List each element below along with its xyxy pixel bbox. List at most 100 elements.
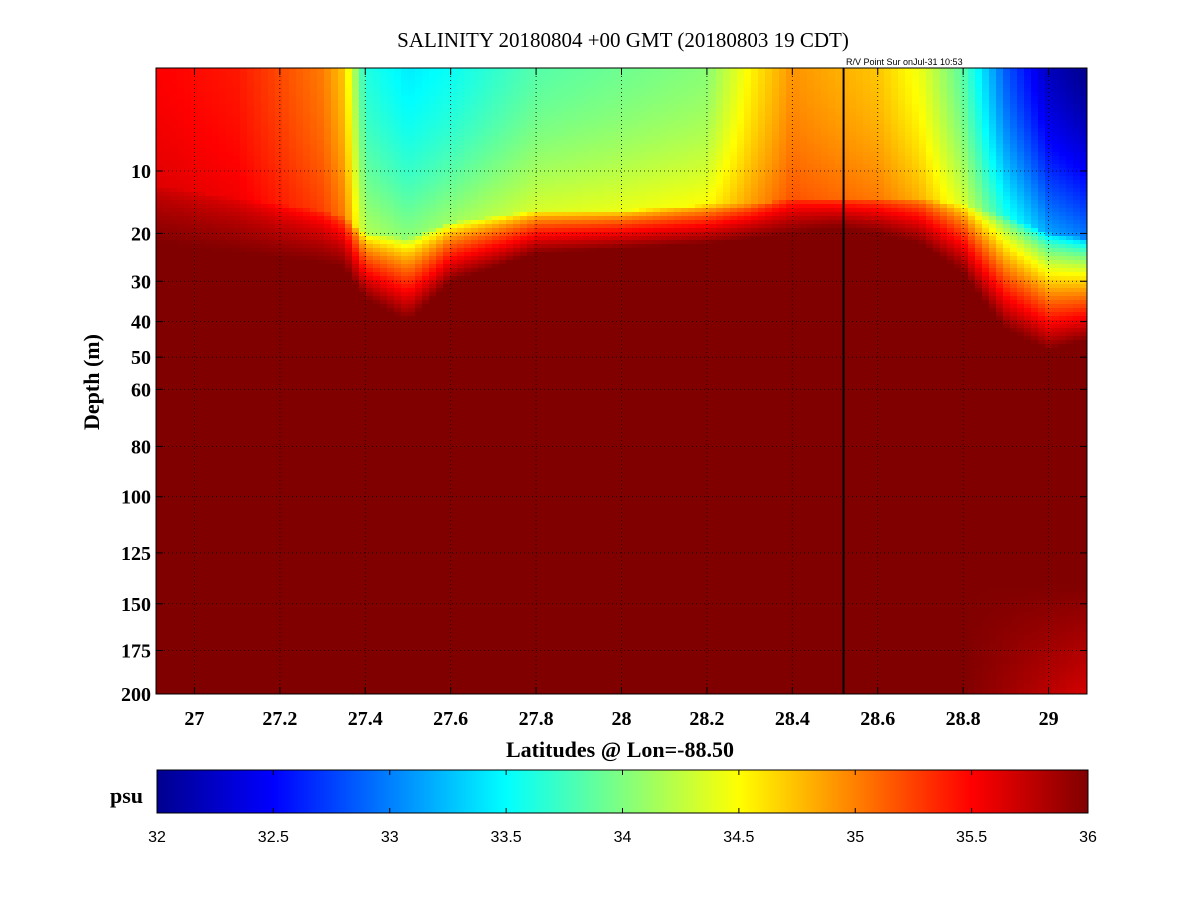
heatmap-cell (331, 208, 339, 213)
heatmap-cell (1010, 128, 1018, 133)
heatmap-cell (905, 188, 913, 193)
heatmap-cell (184, 164, 192, 169)
heatmap-cell (1080, 88, 1087, 93)
heatmap-cell (429, 204, 437, 209)
heatmap-cell (177, 192, 185, 197)
heatmap-cell (422, 124, 430, 129)
heatmap-cell (982, 148, 990, 153)
heatmap-cell (310, 188, 318, 193)
chart-title: SALINITY 20180804 +00 GMT (20180803 19 C… (397, 28, 849, 52)
heatmap-cell (443, 216, 451, 221)
heatmap-cell (737, 104, 745, 109)
heatmap-cell (310, 196, 318, 201)
heatmap-cell (352, 108, 360, 113)
heatmap-cell (870, 160, 878, 165)
heatmap-cell (989, 100, 997, 105)
heatmap-cell (401, 152, 409, 157)
heatmap-cell (898, 136, 906, 141)
heatmap-cell (877, 172, 885, 177)
heatmap-cell (968, 160, 976, 165)
heatmap-cell (359, 148, 367, 153)
heatmap-cell (870, 204, 878, 209)
heatmap-cell (1031, 120, 1039, 125)
heatmap-cell (471, 156, 479, 161)
heatmap-cell (751, 84, 759, 89)
heatmap-cell (793, 204, 801, 209)
heatmap-cell (856, 148, 864, 153)
heatmap-cell (296, 156, 304, 161)
heatmap-cell (373, 96, 381, 101)
heatmap-cell (989, 204, 997, 209)
heatmap-cell (233, 88, 241, 93)
heatmap-cell (163, 112, 171, 117)
heatmap-cell (786, 136, 794, 141)
heatmap-cell (702, 180, 710, 185)
heatmap-cell (408, 96, 416, 101)
heatmap-cell (485, 204, 493, 209)
heatmap-cell (702, 200, 710, 205)
heatmap-cell (408, 184, 416, 189)
heatmap-cell (646, 108, 654, 113)
heatmap-cell (450, 168, 458, 173)
heatmap-cell (177, 116, 185, 121)
heatmap-cell (807, 116, 815, 121)
heatmap-cell (198, 216, 206, 221)
heatmap-cell (331, 152, 339, 157)
heatmap-cell (891, 212, 899, 217)
heatmap-cell (597, 96, 605, 101)
heatmap-cell (450, 216, 458, 221)
heatmap-cell (457, 72, 465, 77)
heatmap-cell (303, 116, 311, 121)
heatmap-cell (870, 132, 878, 137)
heatmap-cell (240, 184, 248, 189)
heatmap-cell (345, 164, 353, 169)
heatmap-cell (373, 200, 381, 205)
heatmap-cell (744, 196, 752, 201)
heatmap-cell (450, 124, 458, 129)
heatmap-cell (954, 212, 962, 217)
heatmap-cell (751, 180, 759, 185)
heatmap-cell (688, 168, 696, 173)
heatmap-cell (492, 100, 500, 105)
heatmap-cell (779, 176, 787, 181)
heatmap-cell (513, 72, 521, 77)
heatmap-cell (205, 84, 213, 89)
heatmap-cell (751, 112, 759, 117)
heatmap-cell (233, 204, 241, 209)
heatmap-cell (457, 120, 465, 125)
heatmap-cell (513, 168, 521, 173)
heatmap-cell (674, 160, 682, 165)
heatmap-cell (618, 92, 626, 97)
heatmap-cell (247, 160, 255, 165)
heatmap-cell (205, 100, 213, 105)
heatmap-cell (597, 184, 605, 189)
heatmap-cell (583, 168, 591, 173)
heatmap-cell (772, 184, 780, 189)
heatmap-cell (786, 100, 794, 105)
heatmap-cell (254, 132, 262, 137)
heatmap-cell (695, 168, 703, 173)
heatmap-cell (261, 192, 269, 197)
heatmap-cell (800, 188, 808, 193)
heatmap-cell (1066, 104, 1074, 109)
heatmap-cell (933, 204, 941, 209)
heatmap-cell (709, 80, 717, 85)
heatmap-cell (646, 168, 654, 173)
heatmap-cell (849, 116, 857, 121)
heatmap-cell (982, 192, 990, 197)
heatmap-cell (1066, 152, 1074, 157)
heatmap-cell (352, 152, 360, 157)
heatmap-cell (296, 188, 304, 193)
heatmap-cell (310, 76, 318, 81)
heatmap-cell (1010, 84, 1018, 89)
heatmap-cell (961, 164, 969, 169)
heatmap-cell (856, 184, 864, 189)
heatmap-cell (520, 156, 528, 161)
heatmap-cell (226, 76, 234, 81)
heatmap-cell (163, 196, 171, 201)
heatmap-cell (618, 112, 626, 117)
heatmap-cell (779, 68, 787, 73)
heatmap-cell (345, 84, 353, 89)
heatmap-cell (814, 104, 822, 109)
heatmap-cell (660, 148, 668, 153)
